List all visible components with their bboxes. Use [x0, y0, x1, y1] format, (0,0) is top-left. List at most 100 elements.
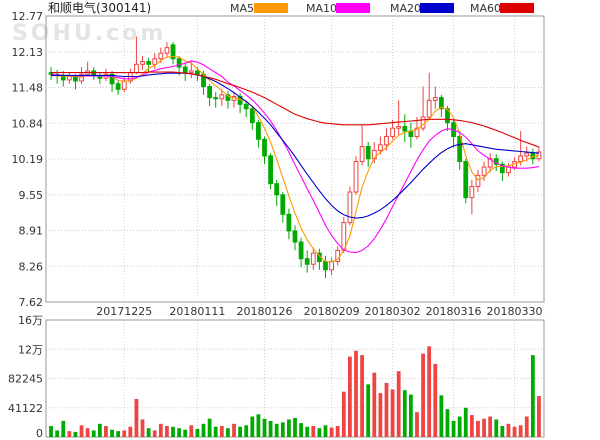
- chart-header: 和顺电气(300141) MA5 MA10 MA20 MA60: [48, 0, 534, 15]
- volume-bar: [457, 416, 462, 437]
- candle-body: [329, 260, 334, 271]
- legend-label-ma20: MA20: [390, 2, 421, 15]
- candle-body: [73, 76, 78, 82]
- volume-bar: [415, 412, 419, 437]
- candle-body: [304, 258, 310, 265]
- price-tick-label: 12.13: [12, 46, 44, 59]
- candle-body: [286, 213, 292, 232]
- volume-tick-label: 12万: [18, 343, 43, 356]
- volume-bar: [384, 382, 389, 437]
- volume-bar: [268, 420, 273, 437]
- candle-body: [243, 103, 249, 110]
- candle-body: [475, 174, 481, 187]
- volume-bar: [506, 423, 511, 437]
- price-tick-label: 10.84: [12, 117, 44, 130]
- candle-body: [280, 194, 286, 215]
- date-label: 20180330: [487, 305, 543, 318]
- volume-bar: [500, 426, 505, 437]
- volume-bar: [61, 420, 66, 437]
- candle-body: [359, 146, 365, 162]
- volume-bar: [91, 430, 96, 437]
- volume-bar: [280, 422, 285, 437]
- candle-body: [195, 70, 200, 75]
- candle-body: [298, 241, 304, 260]
- volume-bar: [299, 423, 303, 437]
- volume-bar: [73, 431, 78, 437]
- candle-body: [268, 155, 273, 185]
- volume-bar: [329, 427, 334, 437]
- volume-bar: [79, 425, 84, 437]
- legend-label-ma5: MA5: [230, 2, 254, 15]
- volume-bar: [201, 423, 206, 437]
- volume-bar: [402, 390, 407, 437]
- volume-bar: [128, 426, 133, 437]
- price-tick-label: 10.19: [12, 153, 44, 166]
- candle-body: [414, 127, 420, 138]
- candle-body: [499, 163, 505, 174]
- candle-body: [390, 127, 395, 138]
- candle-body: [164, 47, 170, 54]
- date-label: 20180111: [169, 305, 225, 318]
- price-tick-label: 11.48: [12, 82, 44, 95]
- candle-body: [377, 144, 383, 151]
- volume-bar: [165, 426, 169, 437]
- volume-bar: [354, 350, 358, 437]
- volume-bar: [97, 423, 102, 437]
- candle-body: [249, 108, 255, 124]
- volume-bar: [366, 384, 371, 437]
- legend-label-ma60: MA60: [470, 2, 501, 15]
- candle-body: [176, 58, 182, 68]
- volume-bar: [524, 416, 529, 437]
- volume-bar: [469, 415, 474, 437]
- volume-bar: [482, 418, 486, 437]
- volume-bar: [305, 426, 310, 437]
- candle-body: [426, 99, 432, 118]
- volume-panel: 16万 12万 82245 41122 0: [8, 314, 545, 440]
- volume-bar: [439, 395, 444, 437]
- candle-body: [91, 70, 97, 76]
- ma-line-ma5: [50, 55, 540, 263]
- candle-body: [115, 83, 121, 90]
- legend-swatch-ma5: [254, 3, 288, 13]
- candle-body: [469, 185, 475, 199]
- candle-body: [158, 52, 164, 60]
- candle-body: [146, 61, 152, 65]
- candle-body: [365, 146, 371, 160]
- volume-bar: [189, 425, 194, 437]
- volume-bar: [134, 398, 139, 437]
- date-label: 20180126: [237, 305, 293, 318]
- price-tick-label: 12.77: [12, 10, 44, 23]
- volume-bar: [146, 428, 151, 437]
- volume-bar: [226, 428, 230, 437]
- candle-body: [432, 97, 438, 101]
- volume-bar: [512, 426, 517, 437]
- price-tick-label: 8.91: [19, 225, 44, 238]
- legend-swatch-ma60: [500, 3, 534, 13]
- candle-body: [262, 138, 267, 157]
- candle-body: [438, 97, 444, 110]
- candle-body: [170, 44, 176, 60]
- volume-bar: [213, 426, 218, 437]
- volume-bar: [195, 428, 200, 437]
- volume-bar: [274, 423, 279, 437]
- volume-tick-label: 0: [36, 427, 43, 440]
- volume-bar: [183, 429, 188, 437]
- volume-bar: [360, 355, 364, 437]
- candle-body: [396, 126, 402, 129]
- volume-bar: [476, 420, 480, 437]
- volume-tick-label: 41122: [8, 402, 43, 415]
- candle-body: [518, 155, 524, 162]
- candle-body: [219, 94, 225, 100]
- price-panel: 12.77 12.13 11.48 10.84 10.19 9.55 8.91 8.26 7.6…: [12, 10, 545, 437]
- volume-bar: [171, 426, 175, 437]
- volume-bar: [256, 414, 261, 437]
- date-label: 20180302: [365, 305, 421, 318]
- volume-bar: [55, 430, 60, 437]
- candle-body: [140, 61, 145, 65]
- volume-bar: [347, 356, 352, 437]
- candle-body: [274, 183, 280, 196]
- candle-body: [207, 86, 213, 99]
- candle-body: [384, 136, 389, 146]
- volume-bar: [396, 371, 401, 437]
